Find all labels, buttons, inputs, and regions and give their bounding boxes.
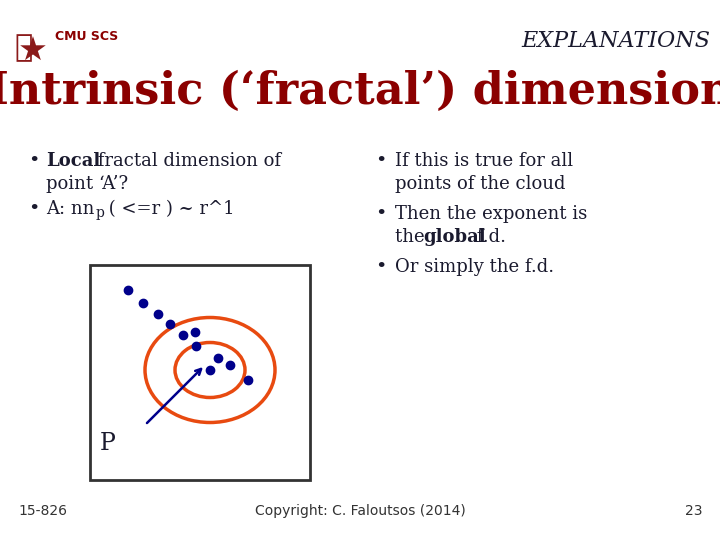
Text: fractal dimension of: fractal dimension of [92, 152, 281, 170]
Text: •: • [375, 152, 387, 170]
Text: A: nn: A: nn [46, 200, 94, 218]
Text: Copyright: C. Faloutsos (2014): Copyright: C. Faloutsos (2014) [255, 504, 465, 518]
Text: point ‘A’?: point ‘A’? [46, 175, 128, 193]
Text: •: • [375, 205, 387, 223]
Text: •: • [28, 200, 40, 218]
Text: p: p [96, 206, 105, 220]
Text: P: P [100, 432, 116, 455]
Text: EXPLANATIONS: EXPLANATIONS [521, 30, 710, 52]
Text: CMU SCS: CMU SCS [55, 30, 118, 43]
Text: the: the [395, 228, 431, 246]
Text: Intrinsic (‘fractal’) dimension: Intrinsic (‘fractal’) dimension [0, 70, 720, 113]
Text: •: • [375, 258, 387, 276]
Text: Then the exponent is: Then the exponent is [395, 205, 588, 223]
Text: 23: 23 [685, 504, 702, 518]
Text: If this is true for all: If this is true for all [395, 152, 573, 170]
Text: f.d.: f.d. [471, 228, 506, 246]
Bar [90, 265, 310, 480]
Text: ★: ★ [18, 35, 48, 68]
Text: points of the cloud: points of the cloud [395, 175, 565, 193]
Text: 🦅: 🦅 [14, 33, 32, 62]
Text: Or simply the f.d.: Or simply the f.d. [395, 258, 554, 276]
Text: global: global [423, 228, 485, 246]
Text: •: • [28, 152, 40, 170]
Text: ( <=r ) ~ r^1: ( <=r ) ~ r^1 [103, 200, 235, 218]
Text: 15-826: 15-826 [18, 504, 67, 518]
Text: Local: Local [46, 152, 100, 170]
